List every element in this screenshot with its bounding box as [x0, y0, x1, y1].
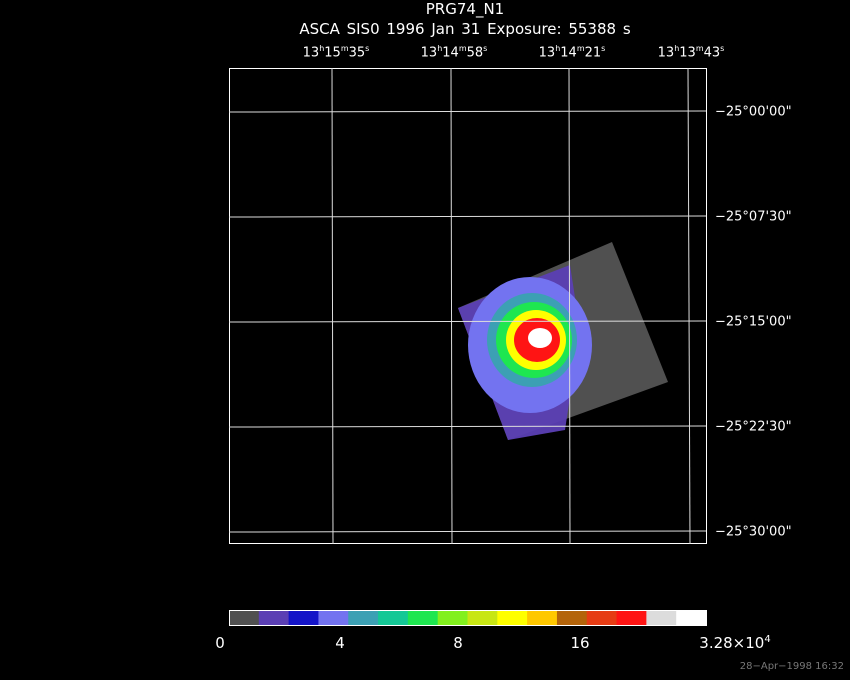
dec-label-4: −25°22'30" [715, 419, 792, 435]
colorbar-swatch [258, 610, 290, 625]
ra-label-2: 13h14m58s [420, 44, 488, 61]
colorbar-label-0: 0 [215, 634, 225, 652]
colorbar-label-max: 3.28×104 [699, 634, 771, 652]
colorbar-swatch [467, 610, 498, 625]
colorbar-border [229, 610, 707, 626]
timestamp: 28−Apr−1998 16:32 [739, 661, 844, 672]
plot-frame [229, 68, 707, 544]
ra-label-4: 13h13m43s [657, 44, 725, 61]
colorbar-label-16: 16 [570, 634, 590, 652]
dec-label-1: −25°00'00" [715, 104, 792, 120]
colorbar-swatch [407, 610, 439, 625]
dec-label-5: −25°30'00" [715, 524, 792, 540]
colorbar-swatch [676, 610, 707, 625]
colorbar-swatch [527, 610, 558, 625]
object-title: PRG74_N1 [425, 0, 505, 18]
colorbar-swatch [616, 610, 647, 625]
colorbar [229, 610, 707, 626]
colorbar-swatch [288, 610, 319, 625]
colorbar-swatch [318, 610, 349, 625]
ra-label-1: 13h15m35s [302, 44, 370, 61]
observation-subtitle: ASCA SIS0 1996 Jan 31 Exposure: 55388 s [299, 20, 631, 38]
colorbar-swatch [497, 610, 528, 625]
colorbar-swatch [556, 610, 588, 625]
colorbar-swatch [437, 610, 468, 625]
dec-label-2: −25°07'30" [715, 209, 792, 225]
colorbar-label-8: 8 [453, 634, 463, 652]
colorbar-swatch [378, 610, 409, 625]
colorbar-swatch [348, 610, 379, 625]
ra-label-3: 13h14m21s [538, 44, 606, 61]
colorbar-swatch [229, 610, 260, 625]
colorbar-swatch [646, 610, 677, 625]
coordinate-grid [228, 67, 707, 545]
dec-label-3: −25°15'00" [715, 314, 792, 330]
colorbar-label-4: 4 [335, 634, 345, 652]
colorbar-swatch [586, 610, 618, 625]
xray-image [458, 242, 668, 440]
